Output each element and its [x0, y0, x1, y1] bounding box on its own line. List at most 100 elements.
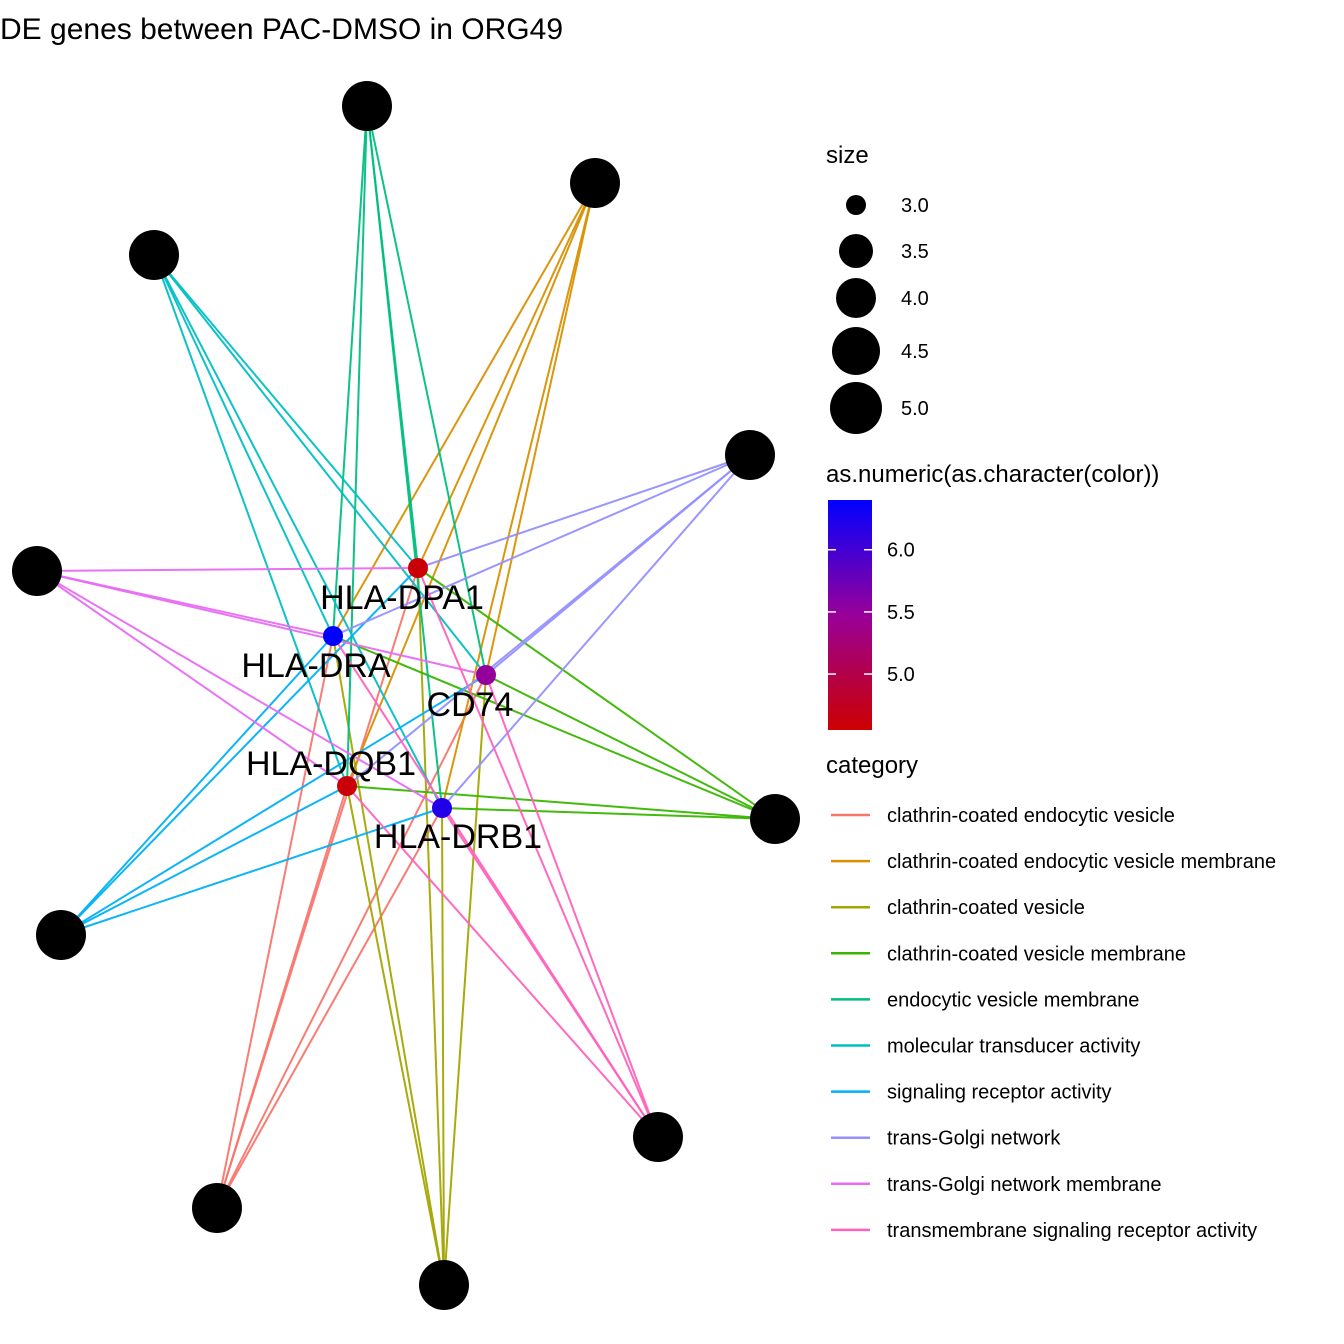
edge-hla-drb1-clathrin-coated-vesicle [441, 807, 445, 1286]
size-legend: size 3.0 3.5 4.0 4.5 5.0 [826, 142, 929, 434]
category-node-clathrin-coated-endocytic-vesicle-membrane [570, 158, 620, 208]
edge-hla-drb1-clathrin-coated-endocytic-vesicle-membrane [441, 182, 596, 809]
edge-cd74-clathrin-coated-endocytic-vesicle-membrane [485, 182, 596, 676]
size-legend-label-3-0: 3.0 [901, 195, 929, 217]
edge-hla-drb1-clathrin-coated-vesicle-membrane [441, 807, 776, 820]
edge-hla-drb1-transmembrane-signaling-receptor-activity [441, 807, 659, 1138]
edge-cd74-endocytic-vesicle-membrane [366, 105, 487, 676]
edge-hla-dpa1-trans-golgi-network [417, 454, 751, 569]
edge-hla-dqb1-clathrin-coated-endocytic-vesicle [216, 785, 348, 1209]
edge-cd74-transmembrane-signaling-receptor-activity [485, 674, 659, 1138]
edge-hla-dpa1-trans-golgi-network-membrane [36, 567, 419, 572]
edge-hla-drb1-clathrin-coated-endocytic-vesicle [216, 807, 443, 1209]
edge-hla-dqb1-trans-golgi-network [346, 454, 751, 787]
edge-cd74-clathrin-coated-vesicle [443, 674, 487, 1286]
category-node-trans-golgi-network-membrane [12, 546, 62, 596]
gene-label-cd74: CD74 [427, 686, 514, 724]
size-legend-key-4-0 [836, 278, 876, 318]
chart-title: DE genes between PAC-DMSO in ORG49 [0, 13, 563, 46]
category-node-endocytic-vesicle-membrane [342, 81, 392, 131]
color-tick-label-5-0: 5.0 [887, 664, 915, 686]
color-bar [828, 500, 872, 730]
category-legend-label-trans-golgi-network: trans-Golgi network [887, 1128, 1061, 1150]
edge-hla-dqb1-clathrin-coated-vesicle [346, 785, 445, 1286]
gene-label-hla-dra: HLA-DRA [241, 647, 391, 685]
gene-label-hla-drb1: HLA-DRB1 [374, 818, 542, 856]
category-node-clathrin-coated-endocytic-vesicle [192, 1183, 242, 1233]
edge-hla-dpa1-transmembrane-signaling-receptor-activity [417, 567, 659, 1138]
category-legend-label-endocytic-vesicle-membrane: endocytic vesicle membrane [887, 989, 1139, 1011]
edge-hla-dpa1-clathrin-coated-endocytic-vesicle-membrane [417, 182, 596, 569]
edge-hla-dqb1-trans-golgi-network-membrane [36, 570, 348, 787]
edge-cd74-signaling-receptor-activity [60, 674, 487, 936]
edge-cd74-clathrin-coated-endocytic-vesicle [216, 674, 487, 1209]
color-tick-label-5-5: 5.5 [887, 602, 915, 624]
edge-hla-dra-trans-golgi-network [332, 454, 751, 637]
size-legend-label-4-5: 4.5 [901, 341, 929, 363]
edge-hla-dra-clathrin-coated-endocytic-vesicle-membrane [332, 182, 596, 637]
color-legend: as.numeric(as.character(color)) 6.0 5.5 5.… [826, 461, 1159, 730]
category-legend-label-transmembrane-signaling-receptor-activity: transmembrane signaling receptor activit… [887, 1220, 1257, 1242]
category-legend-label-clathrin-coated-vesicle-membrane: clathrin-coated vesicle membrane [887, 943, 1186, 965]
category-legend-label-clathrin-coated-endocytic-vesicle: clathrin-coated endocytic vesicle [887, 805, 1175, 827]
size-legend-key-3-5 [839, 234, 873, 268]
category-legend-label-molecular-transducer-activity: molecular transducer activity [887, 1036, 1140, 1058]
size-legend-label-5-0: 5.0 [901, 398, 929, 420]
edge-hla-dqb1-endocytic-vesicle-membrane [346, 105, 368, 787]
edge-hla-dpa1-clathrin-coated-vesicle-membrane [417, 567, 776, 820]
edge-hla-dra-clathrin-coated-vesicle [332, 635, 445, 1286]
edge-cd74-trans-golgi-network-membrane [36, 570, 487, 676]
edge-hla-dqb1-clathrin-coated-vesicle-membrane [346, 785, 776, 820]
gene-node-cd74 [476, 665, 496, 685]
edge-hla-drb1-signaling-receptor-activity [60, 807, 443, 936]
size-legend-label-3-5: 3.5 [901, 241, 929, 263]
edge-hla-dra-clathrin-coated-vesicle-membrane [332, 635, 776, 820]
category-node-molecular-transducer-activity [129, 230, 179, 280]
edge-hla-drb1-molecular-transducer-activity [153, 254, 443, 809]
edge-layer [36, 105, 776, 1286]
edge-hla-dpa1-molecular-transducer-activity [153, 254, 419, 569]
gene-node-layer [323, 558, 496, 818]
size-legend-key-3-0 [846, 195, 866, 215]
edge-hla-drb1-trans-golgi-network-membrane [36, 570, 443, 809]
category-node-transmembrane-signaling-receptor-activity [633, 1112, 683, 1162]
color-tick-label-6-0: 6.0 [887, 540, 915, 562]
edge-hla-dpa1-signaling-receptor-activity [60, 567, 419, 936]
color-legend-title: as.numeric(as.character(color)) [826, 461, 1159, 488]
gene-node-hla-dpa1 [408, 558, 428, 578]
category-legend-label-clathrin-coated-vesicle: clathrin-coated vesicle [887, 897, 1085, 919]
edge-cd74-clathrin-coated-vesicle-membrane [485, 674, 776, 820]
edge-hla-dra-signaling-receptor-activity [60, 635, 334, 936]
edge-hla-dqb1-transmembrane-signaling-receptor-activity [346, 785, 659, 1138]
category-legend-label-signaling-receptor-activity: signaling receptor activity [887, 1082, 1112, 1104]
category-legend-label-trans-golgi-network-membrane: trans-Golgi network membrane [887, 1174, 1162, 1196]
edge-hla-dra-endocytic-vesicle-membrane [332, 105, 368, 637]
category-node-clathrin-coated-vesicle [419, 1260, 469, 1310]
gene-node-hla-dqb1 [337, 776, 357, 796]
gene-node-hla-drb1 [432, 798, 452, 818]
category-legend: category clathrin-coated endocytic vesic… [826, 752, 1276, 1242]
category-node-layer [12, 81, 800, 1310]
size-legend-key-5-0 [830, 382, 882, 434]
gene-label-layer: HLA-DPA1 HLA-DRA CD74 HLA-DQB1 HLA-DRB1 [241, 579, 542, 856]
edge-hla-dqb1-molecular-transducer-activity [153, 254, 348, 787]
gene-node-hla-dra [323, 626, 343, 646]
edge-hla-dqb1-clathrin-coated-endocytic-vesicle-membrane [346, 182, 596, 787]
gene-label-hla-dqb1: HLA-DQB1 [246, 745, 416, 783]
category-node-signaling-receptor-activity [36, 910, 86, 960]
category-node-clathrin-coated-vesicle-membrane [750, 794, 800, 844]
edge-hla-dpa1-clathrin-coated-vesicle [417, 567, 445, 1286]
size-legend-title: size [826, 142, 869, 169]
size-legend-key-4-5 [832, 327, 880, 375]
category-node-trans-golgi-network [725, 430, 775, 480]
gene-label-hla-dpa1: HLA-DPA1 [320, 579, 484, 617]
size-legend-label-4-0: 4.0 [901, 288, 929, 310]
edge-cd74-molecular-transducer-activity [153, 254, 487, 676]
category-legend-title: category [826, 752, 918, 779]
edge-hla-dqb1-signaling-receptor-activity [60, 785, 348, 936]
edge-hla-drb1-endocytic-vesicle-membrane [366, 105, 443, 809]
edge-hla-dra-molecular-transducer-activity [153, 254, 334, 637]
edge-hla-dra-clathrin-coated-endocytic-vesicle [216, 635, 334, 1209]
category-legend-label-clathrin-coated-endocytic-vesicle-membrane: clathrin-coated endocytic vesicle membra… [887, 851, 1276, 873]
